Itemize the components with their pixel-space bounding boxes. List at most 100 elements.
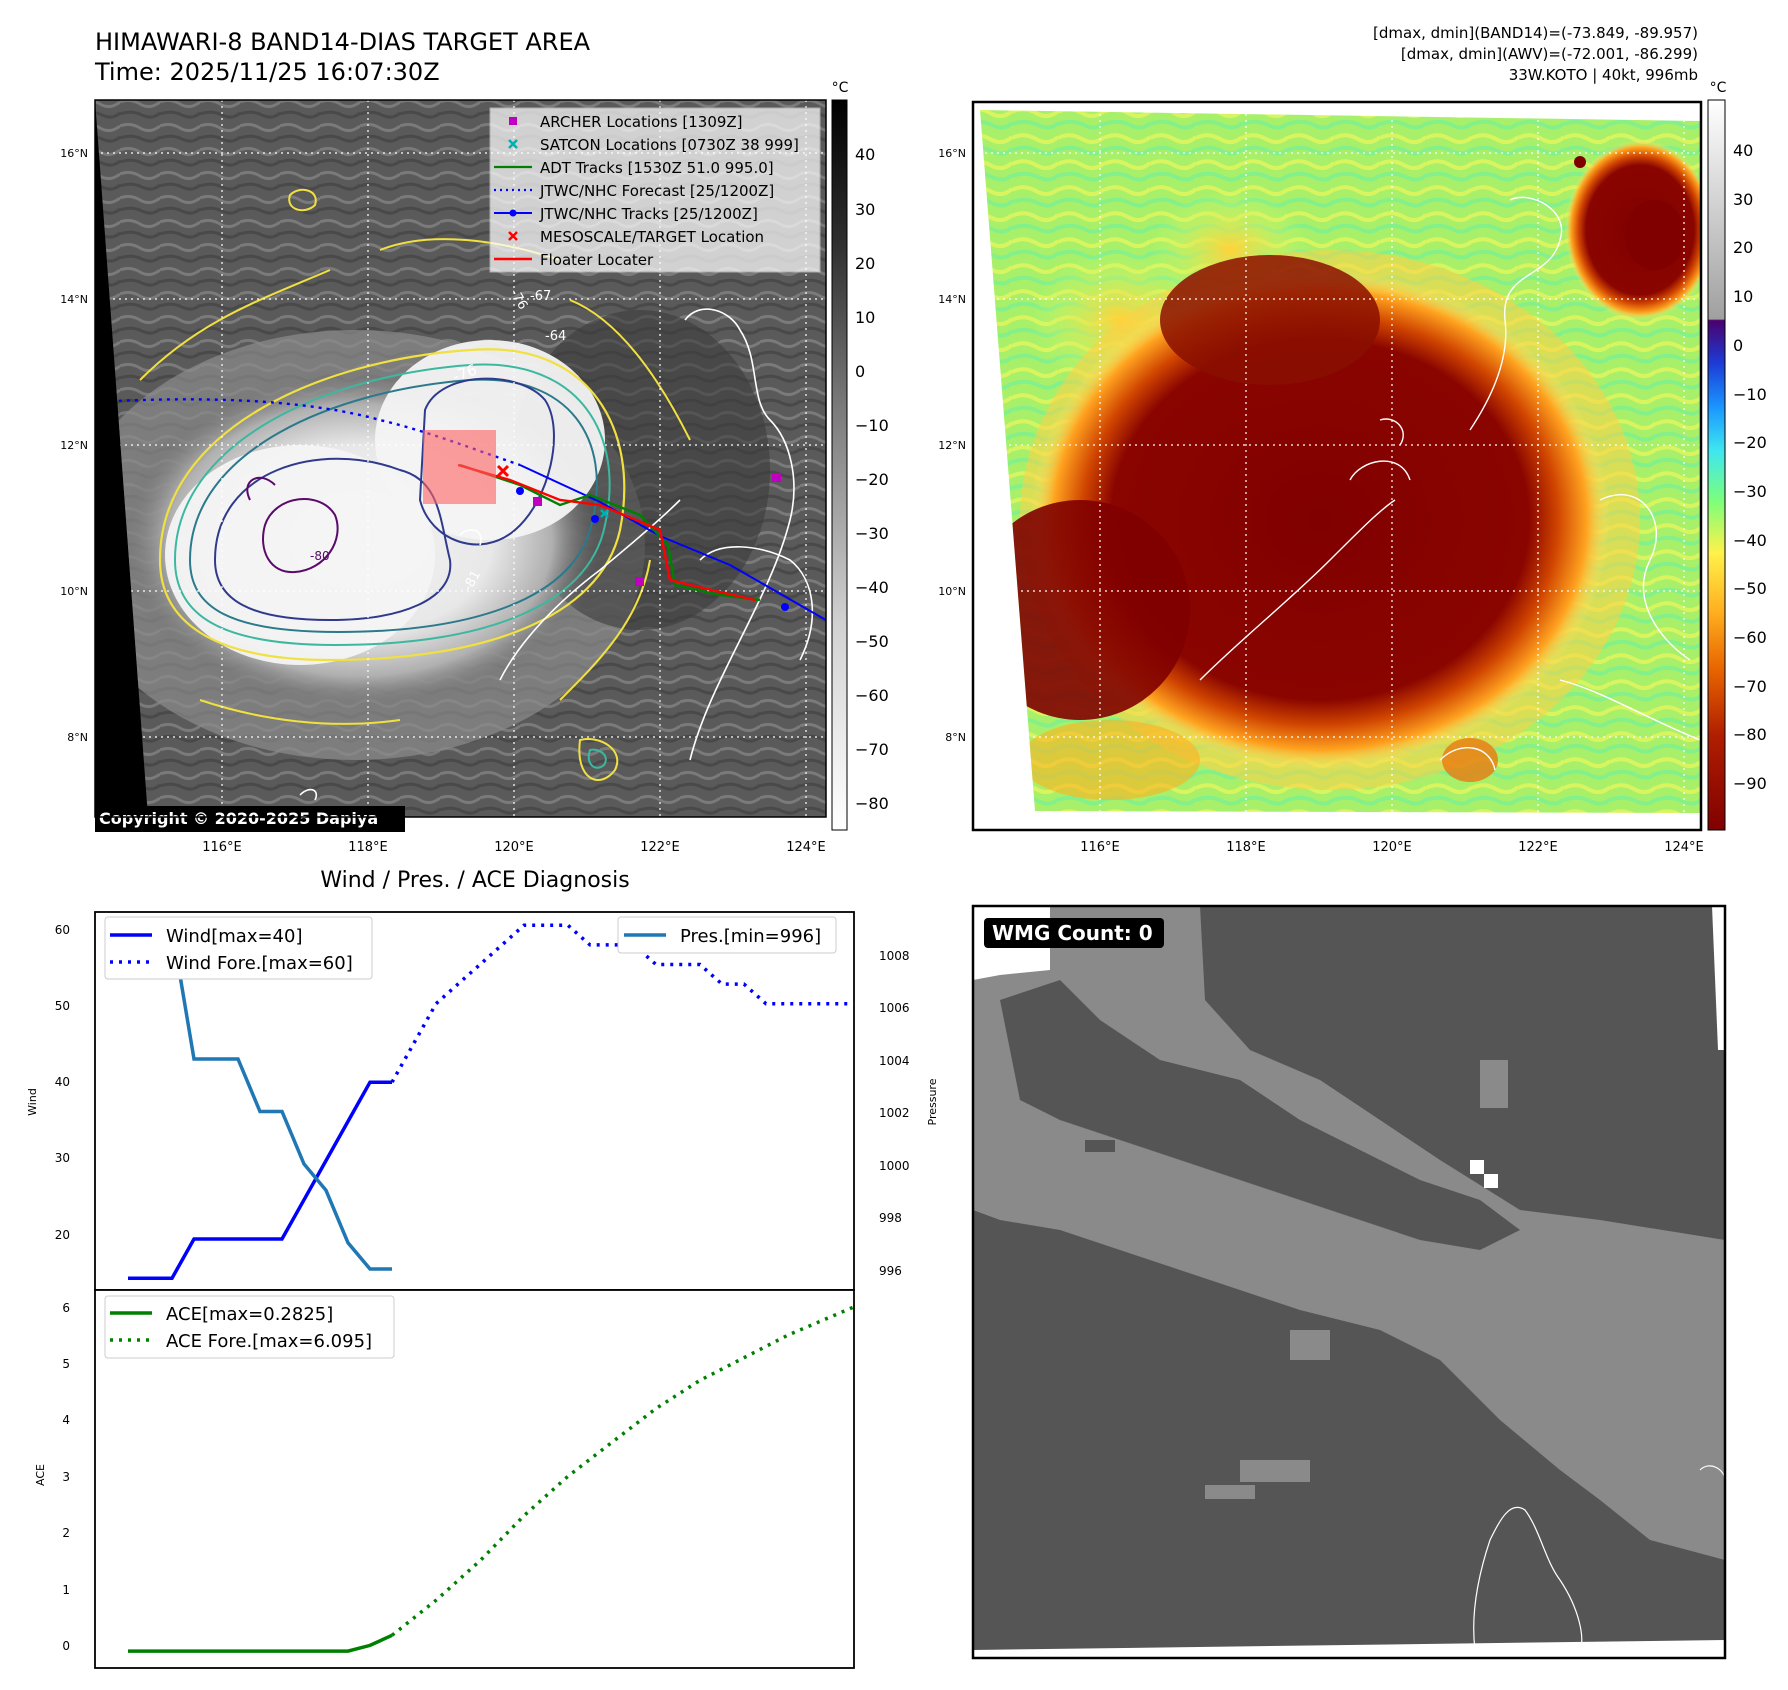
stats-line2: [dmax, dmin](AWV)=(-72.001, -86.299) — [1401, 45, 1698, 63]
ir-colorbar-tick: −10 — [855, 416, 889, 435]
ir-colorbar-tick: −70 — [855, 740, 889, 759]
series-line-ace-max — [128, 1633, 393, 1653]
lat-tick: 10°N — [938, 585, 966, 598]
stats-line3: 33W.KOTO | 40kt, 996mb — [1509, 66, 1698, 84]
ir-map-panel: -76 -76 -67 -64 -81 -80 Copyright — [94, 99, 827, 832]
lat-tick: 14°N — [60, 293, 88, 306]
awv-colorbar-tick: 10 — [1733, 287, 1753, 306]
ir-colorbar-tick: −40 — [855, 578, 889, 597]
ir-colorbar-tick: −20 — [855, 470, 889, 489]
satcon-marker — [600, 509, 609, 518]
legend-label: JTWC/NHC Forecast [25/1200Z] — [539, 182, 774, 200]
jtwc-track-point — [781, 603, 789, 611]
awv-colorbar-tick: −50 — [1733, 579, 1767, 598]
awv-colorbar-tick: −60 — [1733, 628, 1767, 647]
ace-ytick: 3 — [62, 1470, 70, 1484]
ir-colorbar-tick: 40 — [855, 145, 875, 164]
awv-colorbar-tick: −30 — [1733, 482, 1767, 501]
awv-map-panel — [971, 100, 1703, 832]
legend-label: MESOSCALE/TARGET Location — [540, 228, 764, 246]
ace-ytick: 5 — [62, 1357, 70, 1371]
lon-tick: 120°E — [494, 840, 534, 855]
lat-tick: 16°N — [60, 147, 88, 160]
ir-colorbar-tick: −60 — [855, 686, 889, 705]
lat-tick: 14°N — [938, 293, 966, 306]
lat-tick: 10°N — [60, 585, 88, 598]
legend-label: ARCHER Locations [1309Z] — [540, 113, 743, 131]
legend-label: Wind Fore.[max=60] — [166, 953, 353, 974]
ir-colorbar-tick: 20 — [855, 254, 875, 273]
lon-tick: 116°E — [202, 840, 242, 855]
awv-colorbar-tick: 20 — [1733, 238, 1753, 257]
wind-ytick: 50 — [55, 999, 70, 1013]
lat-tick: 12°N — [60, 439, 88, 452]
lon-tick: 116°E — [1080, 840, 1120, 855]
figure-title-line1: HIMAWARI-8 BAND14-DIAS TARGET AREA — [95, 28, 591, 56]
lon-tick: 122°E — [640, 840, 680, 855]
copyright: Copyright © 2020-2025 Dapiya — [99, 809, 378, 828]
wind-axis-label: Wind — [26, 1088, 39, 1116]
archer-marker — [635, 577, 644, 586]
awv-colorbar: °C 40 30 20 10 0 −10 −20 −30 −40 −50 −60… — [1707, 80, 1767, 831]
awv-colorbar-tick: −10 — [1733, 385, 1767, 404]
lat-tick: 8°N — [67, 731, 88, 744]
ir-colorbar-tick: 30 — [855, 200, 875, 219]
ace-ytick: 2 — [62, 1526, 70, 1540]
awv-colorbar-tick: −70 — [1733, 677, 1767, 696]
ir-colorbar: °C 40 30 20 10 0 −10 −20 −30 −40 −50 −60… — [831, 80, 889, 831]
ace-axis-label: ACE — [34, 1464, 47, 1486]
figure-title-line2: Time: 2025/11/25 16:07:30Z — [94, 58, 440, 86]
ir-colorbar-tick: 0 — [855, 362, 865, 381]
archer-marker — [533, 497, 542, 506]
wind-pressure-chart: Wind Pressure 60 50 40 30 20 1008 1006 1… — [26, 911, 939, 1291]
mesoscale-target-box — [423, 430, 496, 504]
lat-tick: 12°N — [938, 439, 966, 452]
ir-colorbar-tick: −80 — [855, 794, 889, 813]
wind-ytick: 30 — [55, 1151, 70, 1165]
contour-label: -80 — [310, 549, 330, 563]
pressure-ytick: 1008 — [879, 949, 910, 963]
awv-colorbar-tick: −40 — [1733, 531, 1767, 550]
pressure-ytick: 1000 — [879, 1159, 910, 1173]
legend-label: ADT Tracks [1530Z 51.0 995.0] — [540, 159, 774, 177]
ir-colorbar-tick: −50 — [855, 632, 889, 651]
lat-tick: 8°N — [945, 731, 966, 744]
ace-ytick: 6 — [62, 1301, 70, 1315]
series-line-pres-min — [161, 926, 392, 1271]
archer-marker — [772, 473, 781, 482]
awv-colorbar-tick: 0 — [1733, 336, 1743, 355]
lon-tick: 122°E — [1518, 840, 1558, 855]
pressure-legend: Pres.[min=996] — [617, 916, 837, 954]
legend-archer-marker — [509, 117, 517, 125]
pressure-axis-label: Pressure — [926, 1078, 939, 1125]
pressure-ytick: 998 — [879, 1211, 902, 1225]
legend-label: Wind[max=40] — [166, 926, 303, 947]
ir-colorbar-tick: 10 — [855, 308, 875, 327]
legend-label: JTWC/NHC Tracks [25/1200Z] — [539, 205, 758, 223]
legend-label: SATCON Locations [0730Z 38 999] — [540, 136, 799, 154]
wmg-count-badge — [984, 918, 1164, 948]
floater-locater-track — [457, 463, 756, 602]
awv-colorbar-tick: 40 — [1733, 141, 1753, 160]
legend-satcon-marker — [508, 139, 518, 149]
jtwc-track-point — [516, 487, 524, 495]
lon-tick: 118°E — [348, 840, 388, 855]
legend-mesoscale-marker — [508, 231, 518, 241]
legend-label: Pres.[min=996] — [680, 926, 821, 947]
legend-tracks-dot — [509, 209, 517, 217]
wmg-panel: WMG Count: 0 — [971, 904, 1727, 1660]
legend-label: Floater Locater — [540, 251, 654, 269]
ace-ytick: 0 — [62, 1639, 70, 1653]
wind-legend: Wind[max=40] Wind Fore.[max=60] — [104, 916, 373, 980]
pressure-ytick: 1006 — [879, 1001, 910, 1015]
pressure-ytick: 1002 — [879, 1106, 910, 1120]
ace-chart: ACE 6 5 4 3 2 1 0 ACE[max=0.2825] ACE Fo… — [34, 1289, 855, 1669]
wmg-count-label: WMG Count: 0 — [992, 921, 1153, 945]
diagnosis-title: Wind / Pres. / ACE Diagnosis — [320, 868, 629, 893]
wind-ytick: 60 — [55, 923, 70, 937]
mesoscale-target-marker — [496, 464, 510, 478]
contour-label: -67 — [530, 289, 551, 304]
adt-track — [459, 463, 761, 602]
legend-label: ACE Fore.[max=6.095] — [166, 1331, 372, 1352]
